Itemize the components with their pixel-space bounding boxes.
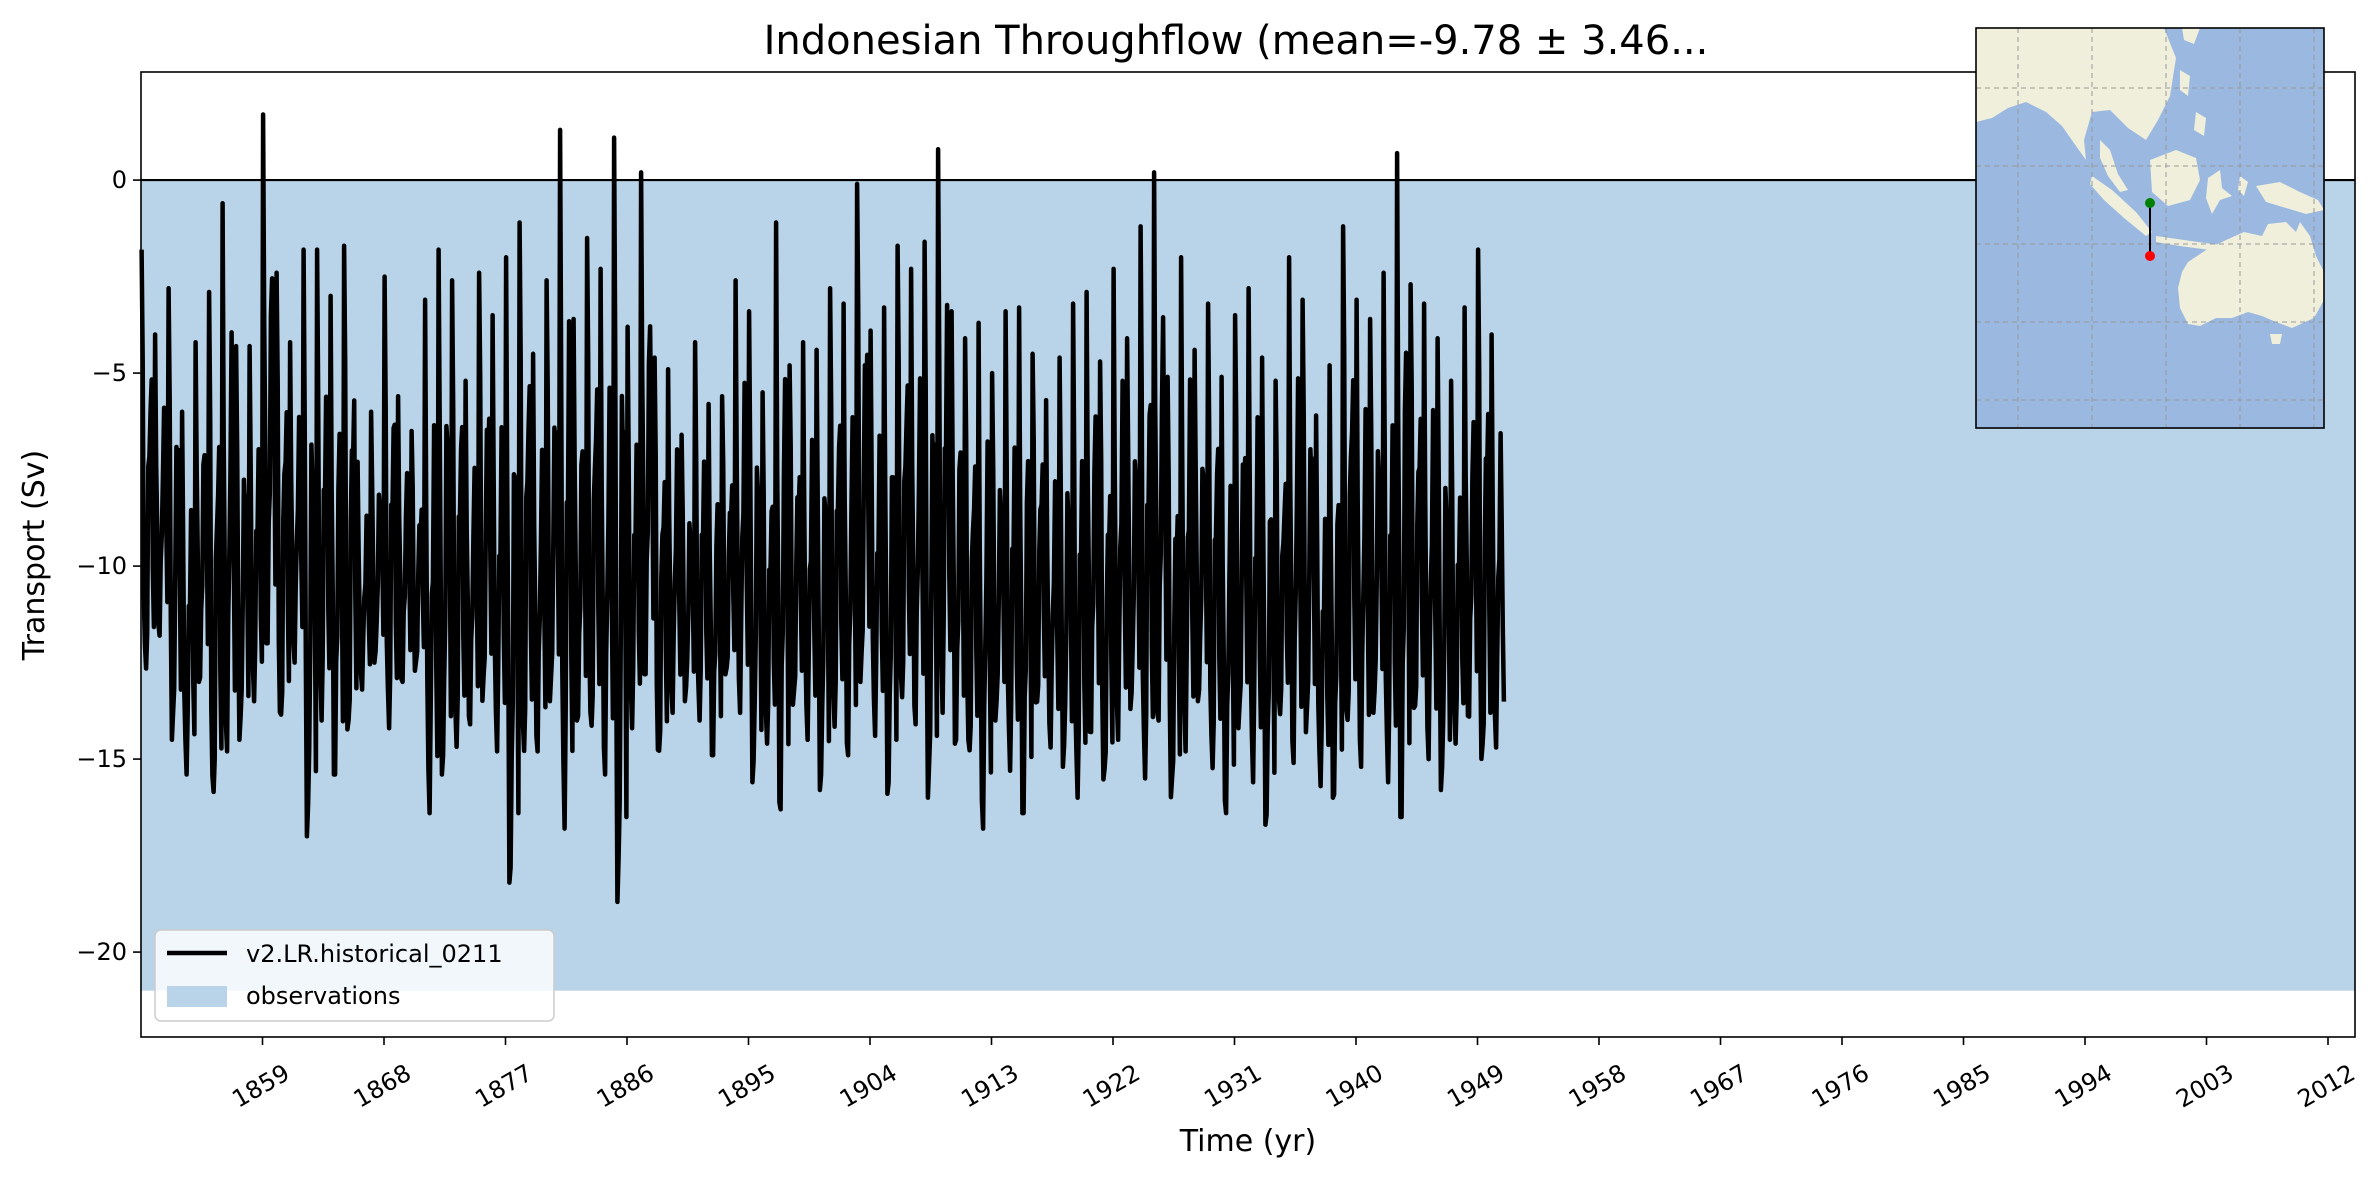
map-land-australia: [2178, 222, 2324, 328]
map-land-asia: [1976, 28, 2176, 160]
map-land-sulawesi: [2206, 170, 2248, 214]
map-land-borneo: [2150, 150, 2200, 206]
map-gridlines: [1976, 28, 2324, 428]
map-land-philippines: [2180, 28, 2206, 136]
y-tick-label: −20: [76, 938, 127, 966]
map-section-start-marker: [2145, 198, 2155, 208]
x-axis-label: Time (yr): [1179, 1124, 1316, 1159]
map-frame: [1975, 27, 2325, 429]
map-section-end-marker: [2145, 251, 2155, 261]
map-land-tasmania: [2270, 334, 2282, 344]
legend-label-series: v2.LR.historical_0211: [246, 940, 503, 968]
legend-label-observations: observations: [246, 982, 400, 1010]
y-tick-label: −10: [76, 552, 127, 580]
legend-swatch-observations: [167, 986, 227, 1007]
axes-frame: [140, 71, 2356, 1038]
chart-title: Indonesian Throughflow (mean=-9.78 ± 3.4…: [764, 18, 1709, 64]
map-land-new-guinea: [2256, 182, 2324, 214]
y-axis-ticks: 0 −5 −10 −15 −20: [76, 166, 141, 966]
y-tick-label: −5: [92, 359, 127, 387]
series-line-v2-lr-historical-0211: [139, 112, 1507, 905]
legend: v2.LR.historical_0211 observations: [154, 929, 555, 1022]
legend-box: [154, 929, 555, 1022]
y-axis-label: Transport (Sv): [17, 450, 52, 662]
inset-map: [1975, 27, 2325, 429]
y-tick-label: −15: [76, 745, 127, 773]
y-tick-label: 0: [112, 166, 127, 194]
map-land-sumatra: [2090, 176, 2152, 236]
